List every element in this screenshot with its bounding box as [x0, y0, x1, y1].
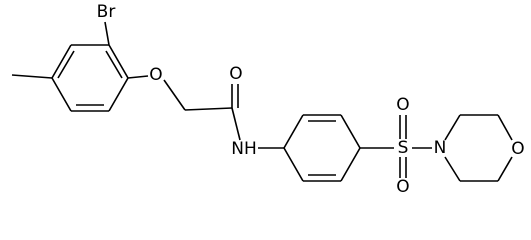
- atom-label: S: [398, 138, 409, 158]
- atom-label: O: [396, 95, 409, 115]
- molecule: Br O O NH S O O N O: [11, 2, 525, 195]
- atom-label: O: [396, 177, 409, 195]
- atom-label: Br: [97, 2, 116, 22]
- atom-label: N: [434, 138, 447, 158]
- bonds: [11, 21, 513, 182]
- page: Br O O NH S O O N O (() => { const data …: [11, 2, 525, 195]
- atom-label: O: [511, 139, 524, 159]
- atom-label: O: [229, 64, 242, 84]
- atom-label: NH: [231, 139, 257, 159]
- atom-label: O: [149, 65, 162, 85]
